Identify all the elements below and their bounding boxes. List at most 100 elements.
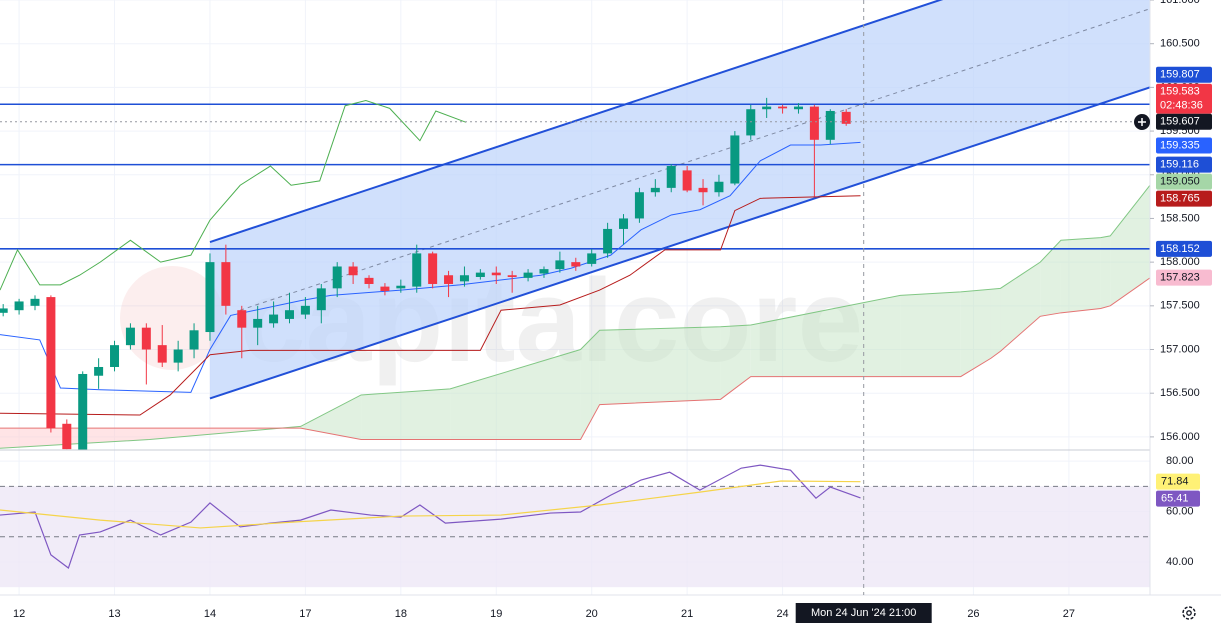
price-label: 159.116 [1160,159,1199,171]
price-label: 71.84 [1161,476,1189,488]
candle-body [730,135,740,184]
x-tick-label: 24 [776,608,788,620]
candle-body [475,272,485,277]
candle-body [459,275,469,282]
candle-body [603,228,613,254]
add-icon-plus [1138,118,1146,126]
settings-button[interactable] [1182,606,1196,620]
cloud-fill [450,349,581,440]
candle-body [269,314,279,324]
candle-body [778,106,788,109]
candle-body [316,288,326,311]
cloud-fill [750,295,901,377]
cloud-fill [1040,240,1061,317]
x-tick-label: 26 [967,608,979,620]
x-tick-label: 13 [108,608,120,620]
candle-body [332,266,342,289]
candle-body [221,262,231,306]
channel-line [209,86,1150,400]
candle-body [125,327,135,346]
crosshair-y-box [1156,113,1212,130]
cloud-fill [361,388,451,440]
candle-body [523,272,533,278]
price-label: 157.823 [1160,272,1200,284]
y-tick-label: 156.500 [1160,387,1200,399]
cloud-fill [720,325,751,400]
candle-body [94,366,104,376]
candle-body [46,297,56,429]
rsi-line [0,464,861,569]
price-pane [0,0,1150,450]
gear-center [1186,610,1192,616]
price-label-box [1156,269,1212,286]
candle-body [714,181,724,193]
candle-body [762,106,772,110]
price-label-box [1156,156,1212,173]
rsi-pane [0,464,1150,588]
x-tick-label: 12 [13,608,25,620]
candle-body [141,327,151,350]
y-tick-label: 156.000 [1160,431,1200,443]
cloud-fill [300,394,362,440]
candle-body [348,266,358,276]
candle-body [253,318,263,328]
candle-body [78,373,88,450]
price-label-box [1156,83,1212,114]
candle-body [587,253,597,264]
price-label-box [1156,66,1212,83]
candle-body [698,187,708,193]
cloud-line [0,184,1150,449]
crosshair-x-box [795,603,932,623]
channel-line [209,0,944,243]
candle-body [428,253,438,284]
x-tick-label: 19 [490,608,502,620]
candle-body [284,310,294,319]
price-label-box [1156,190,1212,207]
price-label-box [1156,173,1212,190]
y-tick-label: 160.500 [1160,38,1200,50]
candle-body [14,301,24,311]
cloud-fill [580,330,600,440]
cloud-fill [0,428,150,449]
cloud-fill [990,288,1001,359]
candle-body [746,109,756,136]
x-tick-label: 21 [681,608,693,620]
candle-body [30,298,40,306]
candle-body [412,253,422,287]
candle-body [300,305,310,315]
candle-body [110,345,120,367]
cloud-fill [960,289,991,377]
price-label: 158.152 [1160,243,1200,255]
candle-body [491,272,501,276]
crosshair-x-label: Mon 24 Jun '24 21:00 [811,607,916,619]
axes: 161.000160.500160.000159.500159.000158.5… [13,0,1212,623]
y-tick-label: 157.000 [1160,343,1200,355]
x-tick-label: 18 [395,608,407,620]
candle-body [157,345,167,363]
candle-body [507,275,517,277]
cloud-fill [599,326,721,405]
candle-body [237,310,247,328]
countdown: 02:48:36 [1160,100,1203,112]
price-label: 159.050 [1160,176,1200,188]
candle-body [555,260,565,270]
candle-body [650,187,660,193]
candle-body [380,286,390,291]
add-button[interactable] [1134,114,1150,130]
price-label-box [1156,490,1200,507]
price-label: 158.765 [1160,193,1200,205]
y-tick-label: 157.500 [1160,300,1200,312]
candle-body [0,308,8,313]
cloud-fill [900,291,961,377]
indicator-line [0,99,467,291]
cloud-fill [1060,237,1101,313]
y-tick-label: 158.500 [1160,212,1200,224]
price-label: 65.41 [1161,493,1189,505]
candle-body [634,192,644,219]
candle-body [62,423,72,450]
gear-icon[interactable] [1182,606,1196,620]
indicator-line [0,195,861,416]
candle-body [619,218,629,229]
